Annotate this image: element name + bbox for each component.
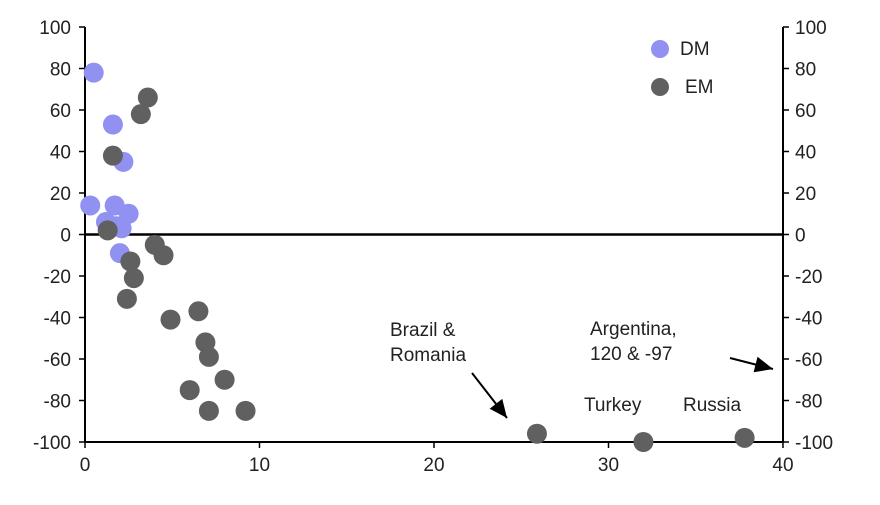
y-tick-label-left: -40: [44, 309, 71, 330]
annotation-argentina-label: Argentina,: [590, 319, 677, 340]
y-tick-label-left: -60: [44, 350, 71, 371]
y-tick-label-right: 40: [795, 143, 816, 164]
em-data-point: [188, 301, 209, 322]
arrow-brazil-head: [489, 398, 507, 418]
legend: DM EM: [651, 39, 714, 98]
data-points: [80, 62, 755, 452]
legend-dm-marker: [651, 40, 669, 58]
y-tick-label-right: -100: [795, 433, 833, 454]
arrow-argentina-head: [753, 356, 773, 373]
y-tick-label-left: 60: [50, 101, 71, 122]
y-tick-label-right: 0: [795, 226, 806, 247]
em-data-point: [97, 220, 118, 241]
y-tick-label-left: -80: [44, 392, 71, 413]
em-data-point: [235, 400, 256, 421]
em-data-point: [160, 309, 181, 330]
y-tick-label-right: -40: [795, 309, 822, 330]
em-data-point: [137, 87, 158, 108]
y-tick-label-right: -60: [795, 350, 822, 371]
y-tick-label-left: 0: [60, 226, 71, 247]
em-data-point: [102, 145, 123, 166]
annotation-turkey-label: Turkey: [584, 395, 642, 416]
annotation-russia-label: Russia: [683, 395, 742, 416]
annotation-brazil-romania-label: Brazil &: [390, 320, 456, 341]
y-tick-label-left: 100: [39, 18, 71, 39]
em-data-point: [526, 423, 547, 444]
y-tick-label-left: -20: [44, 267, 71, 288]
em-data-point: [120, 251, 141, 272]
y-tick-label-right: 60: [795, 101, 816, 122]
dm-data-point: [83, 62, 104, 83]
x-tick-label: 40: [772, 455, 793, 476]
annotation-argentina-label: 120 & -97: [590, 344, 672, 365]
dm-data-point: [102, 114, 123, 135]
annotation-brazil-romania-label: Romania: [390, 345, 466, 366]
annotations: Brazil & Romania Argentina, 120 & -97 Turkey…: [390, 319, 774, 419]
series-em: [97, 87, 755, 452]
dm-data-point: [80, 195, 101, 216]
x-tick-label: 10: [249, 455, 270, 476]
em-data-point: [214, 369, 235, 390]
em-data-point: [179, 380, 200, 401]
x-tick-label: 0: [80, 455, 91, 476]
em-data-point: [123, 268, 144, 289]
y-tick-label-right: 20: [795, 184, 816, 205]
y-tick-label-left: 20: [50, 184, 71, 205]
em-data-point: [734, 427, 755, 448]
legend-em-marker: [651, 78, 669, 96]
legend-dm-label: DM: [680, 39, 710, 60]
x-tick-label: 20: [423, 455, 444, 476]
em-data-point: [633, 432, 654, 452]
y-tick-label-left: 80: [50, 60, 71, 81]
legend-em-label: EM: [685, 77, 714, 98]
y-tick-label-right: -80: [795, 392, 822, 413]
y-tick-label-left: 40: [50, 143, 71, 164]
em-data-point: [198, 400, 219, 421]
em-data-point: [153, 245, 174, 266]
y-tick-label-right: 100: [795, 18, 827, 39]
em-data-point: [130, 104, 151, 125]
em-data-point: [198, 346, 219, 367]
x-tick-label: 30: [598, 455, 619, 476]
y-tick-label-right: 80: [795, 60, 816, 81]
y-tick-label-left: -100: [33, 433, 71, 454]
y-tick-label-right: -20: [795, 267, 822, 288]
em-data-point: [116, 288, 137, 309]
